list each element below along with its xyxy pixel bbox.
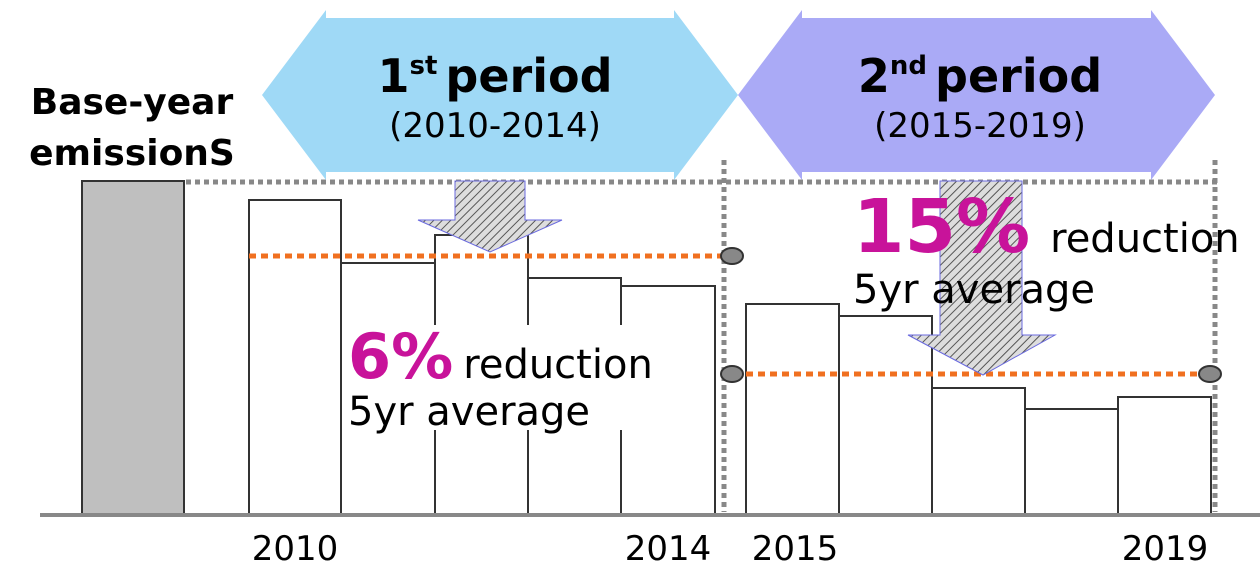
reduction-word: reduction bbox=[1050, 216, 1240, 262]
base-bar bbox=[81, 180, 185, 516]
base-label: Base-year bbox=[31, 82, 234, 123]
period-arrow bbox=[262, 10, 738, 180]
base-label: emissionS bbox=[29, 133, 235, 174]
period-title: 1st period bbox=[377, 49, 612, 103]
reduction-note: 5yr average bbox=[348, 389, 590, 435]
reduction-percent: 15% bbox=[853, 184, 1030, 270]
year-label: 2014 bbox=[625, 529, 712, 568]
period-number: 2 bbox=[858, 49, 890, 103]
average-lines bbox=[249, 253, 1203, 377]
markers bbox=[720, 247, 1222, 383]
period-word: period bbox=[445, 49, 612, 103]
down-arrow bbox=[417, 180, 563, 253]
year-label: 2019 bbox=[1122, 529, 1209, 568]
period-ordinal: st bbox=[410, 51, 438, 81]
reduction-note: 5yr average bbox=[853, 267, 1095, 313]
text-mask bbox=[346, 325, 686, 430]
reduction-label: 6% reduction bbox=[348, 320, 653, 393]
period-ordinal: nd bbox=[890, 51, 927, 81]
period-title: 2nd period bbox=[858, 49, 1102, 103]
year-label: 2010 bbox=[252, 529, 339, 568]
year-label: 2015 bbox=[752, 529, 839, 568]
period-arrow bbox=[738, 10, 1215, 180]
reduction-percent: 6% bbox=[348, 320, 453, 393]
period-number: 1 bbox=[377, 49, 409, 103]
period-word: period bbox=[935, 49, 1102, 103]
reference-lines bbox=[186, 160, 1218, 512]
reduction-label: 15% reduction bbox=[853, 184, 1240, 270]
period-range: (2015-2019) bbox=[874, 106, 1086, 146]
down-arrow bbox=[907, 180, 1057, 376]
reduction-word: reduction bbox=[463, 342, 653, 388]
period-range: (2010-2014) bbox=[389, 106, 601, 146]
